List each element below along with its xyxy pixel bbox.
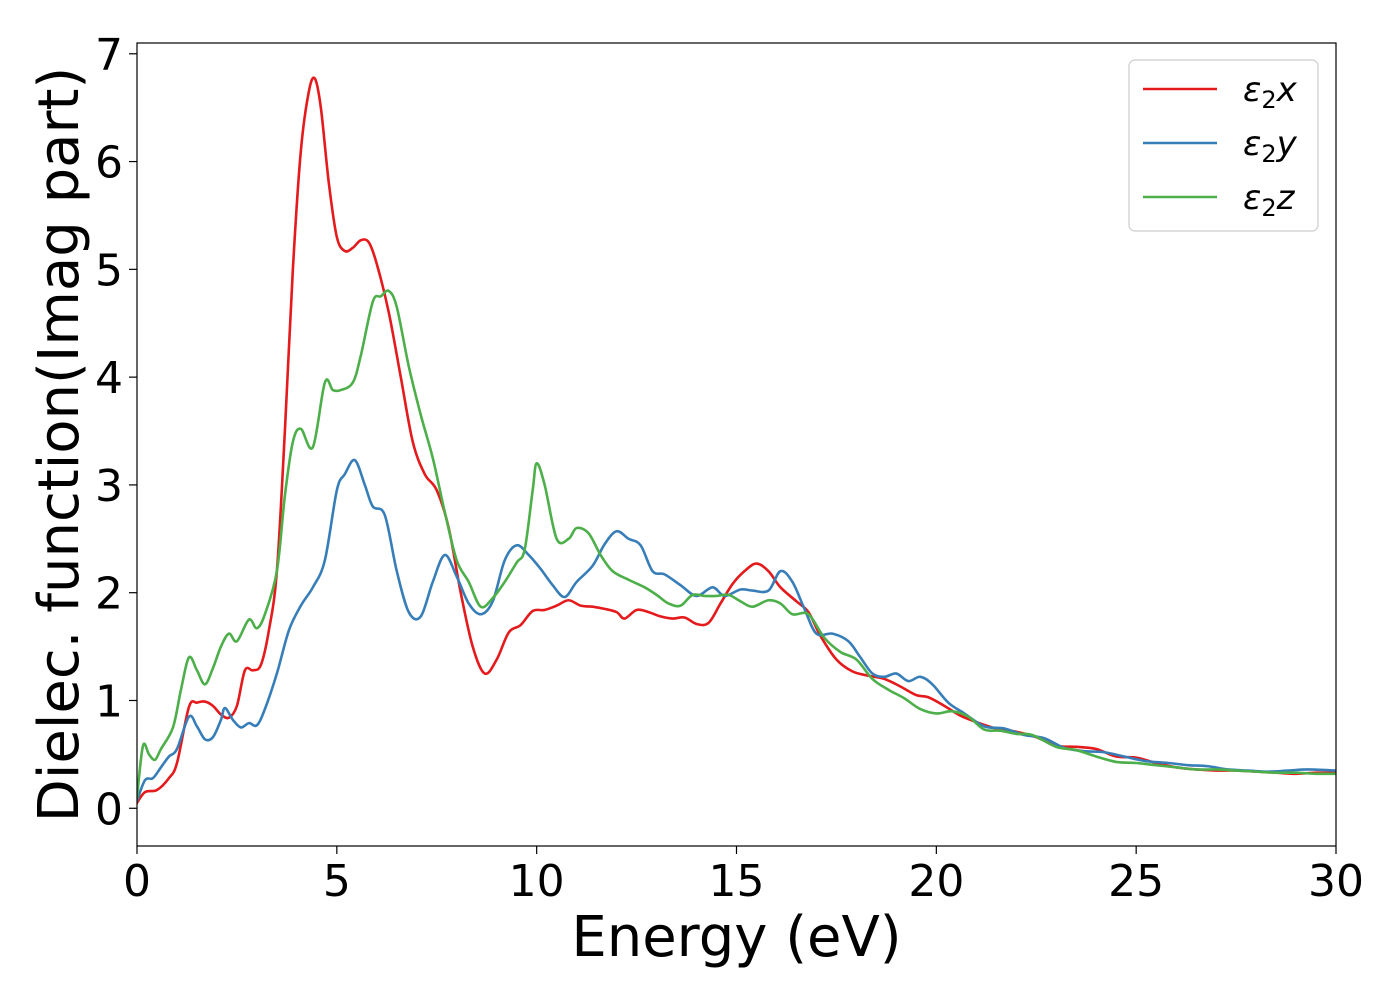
series-line-z (137, 289, 1336, 799)
y-tick-label: 1 (95, 676, 123, 727)
y-tick-label: 4 (95, 353, 123, 404)
legend-item-y: ε2y (1143, 124, 1298, 168)
legend: ε2x ε2y ε2z (1128, 59, 1319, 232)
y-tick-label: 5 (95, 245, 123, 296)
series-line-y (137, 458, 1336, 803)
y-tick-label: 3 (95, 461, 123, 512)
y-axis-label: Dielec. function(Imag part) (27, 67, 92, 823)
x-axis-label: Energy (eV) (571, 905, 901, 970)
legend-box (1128, 59, 1319, 232)
series-layer (137, 76, 1336, 805)
x-axis: 0 5 10 15 20 25 30 (123, 846, 1364, 907)
legend-item-x: ε2x (1143, 70, 1298, 114)
y-tick-label: 6 (95, 138, 123, 189)
y-axis: 0 1 2 3 4 5 6 7 (95, 30, 137, 835)
x-tick-label: 25 (1108, 856, 1164, 907)
legend-label: ε2x (1243, 70, 1298, 114)
x-tick-label: 15 (709, 856, 765, 907)
x-tick-label: 30 (1308, 856, 1364, 907)
x-tick-label: 20 (908, 856, 964, 907)
legend-label: ε2z (1243, 178, 1296, 222)
x-tick-label: 0 (123, 856, 151, 907)
y-tick-label: 7 (95, 30, 123, 81)
x-tick-label: 5 (323, 856, 351, 907)
x-tick-label: 10 (509, 856, 565, 907)
legend-item-z: ε2z (1143, 178, 1296, 222)
legend-label: ε2y (1243, 124, 1298, 168)
y-tick-label: 0 (95, 784, 123, 835)
y-tick-label: 2 (95, 569, 123, 620)
